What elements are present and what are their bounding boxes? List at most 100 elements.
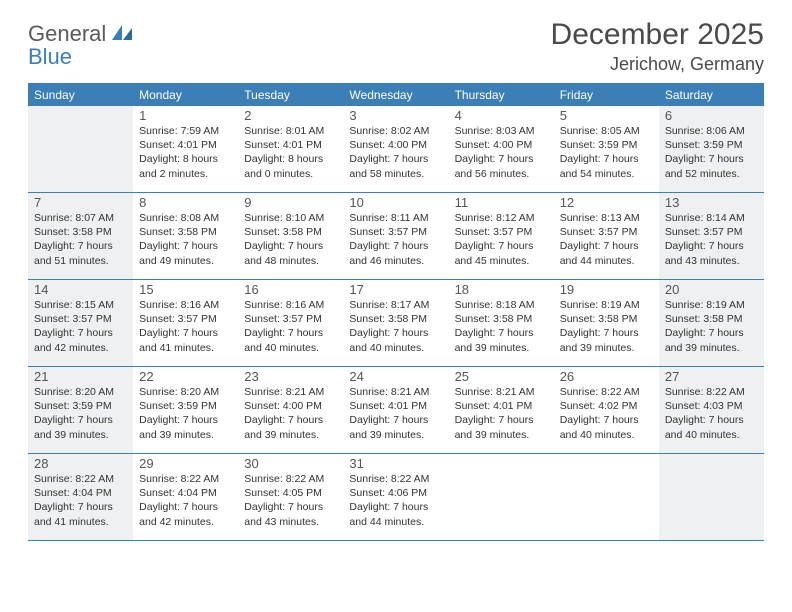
week-row: 28Sunrise: 8:22 AMSunset: 4:04 PMDayligh… [28,454,764,541]
day-number: 18 [455,282,548,297]
day-number: 29 [139,456,232,471]
logo-word-general: General [28,21,106,46]
day-cell: 29Sunrise: 8:22 AMSunset: 4:04 PMDayligh… [133,454,238,540]
day-number: 25 [455,369,548,384]
day-cell: 12Sunrise: 8:13 AMSunset: 3:57 PMDayligh… [554,193,659,279]
day-cell [659,454,764,540]
day-cell: 5Sunrise: 8:05 AMSunset: 3:59 PMDaylight… [554,106,659,192]
title-block: December 2025 Jerichow, Germany [551,18,764,75]
dow-header-cell: Friday [554,84,659,106]
day-cell: 18Sunrise: 8:18 AMSunset: 3:58 PMDayligh… [449,280,554,366]
day-cell: 31Sunrise: 8:22 AMSunset: 4:06 PMDayligh… [343,454,448,540]
day-cell: 16Sunrise: 8:16 AMSunset: 3:57 PMDayligh… [238,280,343,366]
day-cell: 26Sunrise: 8:22 AMSunset: 4:02 PMDayligh… [554,367,659,453]
day-details: Sunrise: 8:20 AMSunset: 3:59 PMDaylight:… [34,385,127,442]
day-cell: 10Sunrise: 8:11 AMSunset: 3:57 PMDayligh… [343,193,448,279]
day-cell: 8Sunrise: 8:08 AMSunset: 3:58 PMDaylight… [133,193,238,279]
day-cell [28,106,133,192]
day-number: 30 [244,456,337,471]
day-number: 26 [560,369,653,384]
day-cell: 13Sunrise: 8:14 AMSunset: 3:57 PMDayligh… [659,193,764,279]
day-number: 4 [455,108,548,123]
day-cell: 14Sunrise: 8:15 AMSunset: 3:57 PMDayligh… [28,280,133,366]
day-cell: 19Sunrise: 8:19 AMSunset: 3:58 PMDayligh… [554,280,659,366]
logo-word-blue: Blue [28,44,72,69]
day-cell: 9Sunrise: 8:10 AMSunset: 3:58 PMDaylight… [238,193,343,279]
week-row: 1Sunrise: 7:59 AMSunset: 4:01 PMDaylight… [28,106,764,193]
dow-header-cell: Thursday [449,84,554,106]
day-number: 20 [665,282,758,297]
day-details: Sunrise: 8:21 AMSunset: 4:00 PMDaylight:… [244,385,337,442]
day-cell: 21Sunrise: 8:20 AMSunset: 3:59 PMDayligh… [28,367,133,453]
day-cell: 3Sunrise: 8:02 AMSunset: 4:00 PMDaylight… [343,106,448,192]
day-cell: 6Sunrise: 8:06 AMSunset: 3:59 PMDaylight… [659,106,764,192]
day-cell: 30Sunrise: 8:22 AMSunset: 4:05 PMDayligh… [238,454,343,540]
day-details: Sunrise: 8:22 AMSunset: 4:02 PMDaylight:… [560,385,653,442]
day-number: 2 [244,108,337,123]
day-details: Sunrise: 8:11 AMSunset: 3:57 PMDaylight:… [349,211,442,268]
day-number: 8 [139,195,232,210]
day-cell: 27Sunrise: 8:22 AMSunset: 4:03 PMDayligh… [659,367,764,453]
week-row: 7Sunrise: 8:07 AMSunset: 3:58 PMDaylight… [28,193,764,280]
day-details: Sunrise: 8:19 AMSunset: 3:58 PMDaylight:… [560,298,653,355]
day-details: Sunrise: 8:12 AMSunset: 3:57 PMDaylight:… [455,211,548,268]
day-cell: 4Sunrise: 8:03 AMSunset: 4:00 PMDaylight… [449,106,554,192]
day-number: 1 [139,108,232,123]
day-number: 6 [665,108,758,123]
day-details: Sunrise: 8:19 AMSunset: 3:58 PMDaylight:… [665,298,758,355]
dow-header-cell: Tuesday [238,84,343,106]
day-details: Sunrise: 8:18 AMSunset: 3:58 PMDaylight:… [455,298,548,355]
day-number: 19 [560,282,653,297]
weeks-container: 1Sunrise: 7:59 AMSunset: 4:01 PMDaylight… [28,106,764,541]
dow-header-cell: Monday [133,84,238,106]
day-details: Sunrise: 8:17 AMSunset: 3:58 PMDaylight:… [349,298,442,355]
day-details: Sunrise: 8:10 AMSunset: 3:58 PMDaylight:… [244,211,337,268]
day-details: Sunrise: 8:21 AMSunset: 4:01 PMDaylight:… [349,385,442,442]
day-details: Sunrise: 8:01 AMSunset: 4:01 PMDaylight:… [244,124,337,181]
day-details: Sunrise: 8:16 AMSunset: 3:57 PMDaylight:… [244,298,337,355]
day-number: 12 [560,195,653,210]
day-cell: 7Sunrise: 8:07 AMSunset: 3:58 PMDaylight… [28,193,133,279]
day-cell: 28Sunrise: 8:22 AMSunset: 4:04 PMDayligh… [28,454,133,540]
day-cell: 1Sunrise: 7:59 AMSunset: 4:01 PMDaylight… [133,106,238,192]
day-cell: 25Sunrise: 8:21 AMSunset: 4:01 PMDayligh… [449,367,554,453]
day-number: 11 [455,195,548,210]
day-details: Sunrise: 8:03 AMSunset: 4:00 PMDaylight:… [455,124,548,181]
day-cell: 2Sunrise: 8:01 AMSunset: 4:01 PMDaylight… [238,106,343,192]
day-details: Sunrise: 8:22 AMSunset: 4:03 PMDaylight:… [665,385,758,442]
day-details: Sunrise: 7:59 AMSunset: 4:01 PMDaylight:… [139,124,232,181]
day-number: 7 [34,195,127,210]
day-cell: 20Sunrise: 8:19 AMSunset: 3:58 PMDayligh… [659,280,764,366]
dow-header-cell: Saturday [659,84,764,106]
day-cell: 17Sunrise: 8:17 AMSunset: 3:58 PMDayligh… [343,280,448,366]
day-details: Sunrise: 8:05 AMSunset: 3:59 PMDaylight:… [560,124,653,181]
day-number: 23 [244,369,337,384]
day-details: Sunrise: 8:02 AMSunset: 4:00 PMDaylight:… [349,124,442,181]
day-cell: 11Sunrise: 8:12 AMSunset: 3:57 PMDayligh… [449,193,554,279]
day-details: Sunrise: 8:14 AMSunset: 3:57 PMDaylight:… [665,211,758,268]
day-cell: 24Sunrise: 8:21 AMSunset: 4:01 PMDayligh… [343,367,448,453]
day-details: Sunrise: 8:22 AMSunset: 4:04 PMDaylight:… [139,472,232,529]
day-details: Sunrise: 8:21 AMSunset: 4:01 PMDaylight:… [455,385,548,442]
day-cell: 15Sunrise: 8:16 AMSunset: 3:57 PMDayligh… [133,280,238,366]
dow-header-cell: Sunday [28,84,133,106]
calendar: SundayMondayTuesdayWednesdayThursdayFrid… [28,83,764,541]
day-number: 28 [34,456,127,471]
day-cell: 22Sunrise: 8:20 AMSunset: 3:59 PMDayligh… [133,367,238,453]
week-row: 21Sunrise: 8:20 AMSunset: 3:59 PMDayligh… [28,367,764,454]
header: General Blue December 2025 Jerichow, Ger… [28,18,764,75]
day-number: 15 [139,282,232,297]
day-details: Sunrise: 8:15 AMSunset: 3:57 PMDaylight:… [34,298,127,355]
day-details: Sunrise: 8:08 AMSunset: 3:58 PMDaylight:… [139,211,232,268]
day-number: 14 [34,282,127,297]
day-number: 22 [139,369,232,384]
day-cell [554,454,659,540]
month-title: December 2025 [551,18,764,52]
day-number: 3 [349,108,442,123]
logo-text: General Blue [28,22,134,68]
week-row: 14Sunrise: 8:15 AMSunset: 3:57 PMDayligh… [28,280,764,367]
day-number: 5 [560,108,653,123]
day-cell: 23Sunrise: 8:21 AMSunset: 4:00 PMDayligh… [238,367,343,453]
day-number: 13 [665,195,758,210]
day-details: Sunrise: 8:22 AMSunset: 4:04 PMDaylight:… [34,472,127,529]
